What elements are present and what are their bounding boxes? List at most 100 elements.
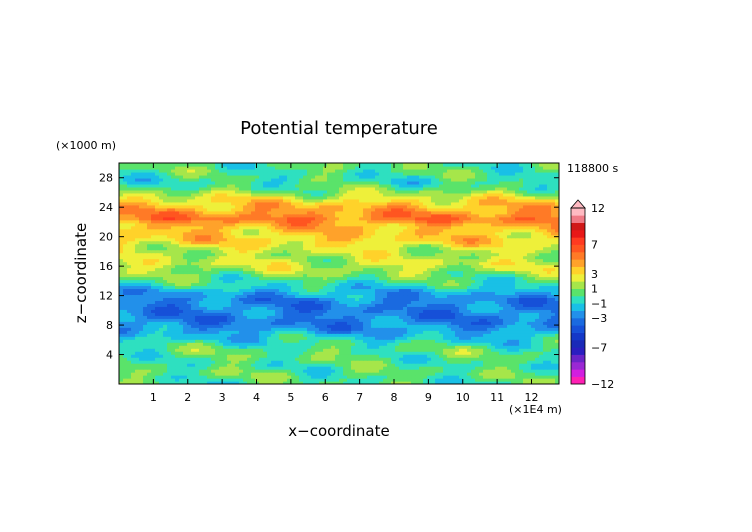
field-cell xyxy=(431,306,436,310)
field-cell xyxy=(243,276,248,281)
field-cell xyxy=(319,285,324,290)
field-cell xyxy=(199,342,204,346)
field-cell xyxy=(495,318,500,322)
field-cell xyxy=(367,336,372,340)
field-cell xyxy=(487,255,492,260)
field-cell xyxy=(495,273,500,278)
field-cell xyxy=(359,249,364,254)
field-cell xyxy=(403,378,408,382)
field-cell xyxy=(139,312,144,316)
field-cell xyxy=(339,321,344,325)
field-cell xyxy=(435,315,440,319)
field-cell xyxy=(535,354,540,358)
field-cell xyxy=(267,354,272,358)
field-cell xyxy=(507,318,512,322)
field-cell xyxy=(415,258,420,263)
field-cell xyxy=(195,297,200,301)
field-cell xyxy=(223,255,228,260)
field-cell xyxy=(519,288,524,293)
field-cell xyxy=(347,339,352,343)
field-cell xyxy=(267,246,272,251)
field-cell xyxy=(531,315,536,319)
field-cell xyxy=(251,342,256,346)
field-cell xyxy=(163,258,168,263)
field-cell xyxy=(491,300,496,304)
field-cell xyxy=(387,318,392,322)
field-cell xyxy=(255,357,260,361)
field-cell xyxy=(315,369,320,373)
field-cell xyxy=(267,369,272,373)
field-cell xyxy=(219,246,224,251)
field-cell xyxy=(271,252,276,257)
field-cell xyxy=(191,378,196,382)
field-cell xyxy=(439,345,444,349)
field-cell xyxy=(331,363,336,367)
field-cell xyxy=(375,330,380,334)
field-cell xyxy=(155,297,160,301)
field-cell xyxy=(163,303,168,307)
field-cell xyxy=(479,357,484,361)
field-cell xyxy=(307,324,312,328)
field-cell xyxy=(539,336,544,340)
field-cell xyxy=(211,306,216,310)
field-cell xyxy=(335,318,340,322)
field-cell xyxy=(187,378,192,382)
field-cell xyxy=(187,363,192,367)
field-cell xyxy=(391,330,396,334)
field-cell xyxy=(447,309,452,313)
field-cell xyxy=(367,357,372,361)
field-cell xyxy=(439,309,444,313)
field-cell xyxy=(399,324,404,328)
field-cell xyxy=(387,354,392,358)
field-cell xyxy=(175,357,180,361)
field-cell xyxy=(131,372,136,376)
field-cell xyxy=(467,318,472,322)
field-cell xyxy=(231,363,236,367)
field-cell xyxy=(175,348,180,352)
field-cell xyxy=(375,279,380,284)
field-cell xyxy=(451,351,456,355)
field-cell xyxy=(239,375,244,379)
field-cell xyxy=(375,348,380,352)
field-cell xyxy=(507,288,512,293)
field-cell xyxy=(467,279,472,284)
field-cell xyxy=(255,300,260,304)
field-cell xyxy=(431,330,436,334)
field-cell xyxy=(307,273,312,278)
field-cell xyxy=(551,273,556,278)
field-cell xyxy=(327,360,332,364)
field-cell xyxy=(463,345,468,349)
field-cell xyxy=(359,354,364,358)
field-cell xyxy=(291,264,296,269)
field-cell xyxy=(395,312,400,316)
field-cell xyxy=(287,246,292,251)
field-cell xyxy=(415,333,420,337)
field-cell xyxy=(203,321,208,325)
field-cell xyxy=(375,357,380,361)
field-cell xyxy=(139,309,144,313)
field-cell xyxy=(351,378,356,382)
field-cell xyxy=(495,300,500,304)
field-cell xyxy=(147,258,152,263)
field-cell xyxy=(327,342,332,346)
field-cell xyxy=(287,276,292,281)
field-cell xyxy=(263,342,268,346)
field-cell xyxy=(187,288,192,293)
field-cell xyxy=(435,282,440,287)
field-cell xyxy=(131,282,136,287)
field-cell xyxy=(499,267,504,272)
field-cell xyxy=(459,381,464,384)
field-cell xyxy=(451,342,456,346)
field-cell xyxy=(535,366,540,370)
field-cell xyxy=(467,273,472,278)
field-cell xyxy=(443,318,448,322)
field-cell xyxy=(275,276,280,281)
field-cell xyxy=(171,279,176,284)
field-cell xyxy=(255,303,260,307)
field-cell xyxy=(191,294,196,298)
field-cell xyxy=(299,261,304,266)
field-cell xyxy=(395,285,400,290)
field-cell xyxy=(195,327,200,331)
field-cell xyxy=(415,321,420,325)
field-cell xyxy=(543,282,548,287)
